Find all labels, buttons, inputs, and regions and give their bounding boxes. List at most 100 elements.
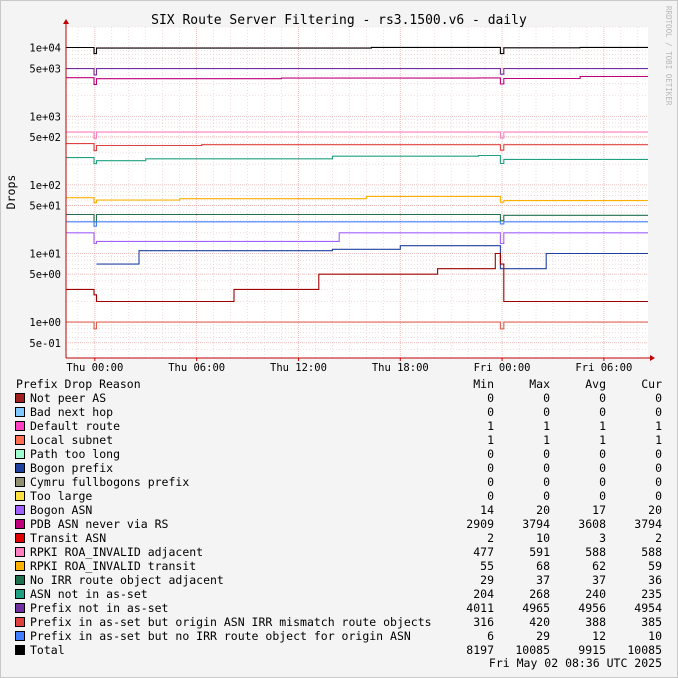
legend-row: Bogon ASN 14 20 17 20 [14, 503, 664, 517]
legend-cur: 0 [655, 475, 662, 489]
legend-name: No IRR route object adjacent [30, 573, 224, 587]
legend-max: 0 [543, 475, 550, 489]
legend-name: Not peer AS [30, 391, 107, 405]
series-line [66, 46, 648, 55]
series-line [66, 75, 648, 86]
legend-cur: 10 [648, 629, 662, 643]
y-tick-label: 1e+00 [29, 317, 61, 329]
legend-cur: 588 [641, 545, 662, 559]
legend-min: 4011 [466, 601, 494, 615]
legend-avg: 17 [592, 503, 606, 517]
legend-swatch [15, 393, 25, 403]
y-tick-label: 1e+04 [29, 43, 61, 55]
legend-cur: 385 [641, 615, 662, 629]
legend-max: 0 [543, 489, 550, 503]
legend-min: 6 [487, 629, 494, 643]
legend-avg: 0 [599, 461, 606, 475]
legend-max: 37 [536, 573, 550, 587]
legend-swatch [15, 547, 25, 557]
legend-cur: 0 [655, 447, 662, 461]
legend-max: 20 [536, 503, 550, 517]
x-axis-arrow [650, 355, 655, 361]
legend-max: 591 [529, 545, 550, 559]
legend-max: 4965 [522, 601, 550, 615]
legend-max: 0 [543, 461, 550, 475]
legend-max: 10 [536, 531, 550, 545]
legend-min: 316 [473, 615, 494, 629]
watermark: RRDTOOL / TOBI OETIKER [664, 6, 673, 106]
series-line [66, 143, 648, 152]
series-line [66, 213, 648, 223]
legend-cur: 4954 [634, 601, 662, 615]
x-tick-label: Thu 12:00 [270, 362, 327, 374]
legend-cur: 0 [655, 391, 662, 405]
series-line [66, 131, 648, 139]
legend-swatch [15, 631, 25, 641]
legend-cur: 0 [655, 405, 662, 419]
legend-cur: 0 [655, 461, 662, 475]
legend-min: 0 [487, 447, 494, 461]
series-line [66, 154, 648, 165]
legend-row: Cymru fullbogons prefix 0 0 0 0 [14, 475, 664, 489]
series-line [66, 232, 648, 245]
legend-row: Local subnet 1 1 1 1 [14, 433, 664, 447]
legend-avg: 4956 [578, 601, 606, 615]
legend-row: PDB ASN never via RS 2909 3794 3608 3794 [14, 517, 664, 531]
legend-table: Prefix Drop Reason Min Max Avg Cur Not p… [14, 377, 664, 657]
legend-header-min: Min [473, 377, 494, 391]
y-axis-arrow [63, 19, 69, 24]
legend-row: Path too long 0 0 0 0 [14, 447, 664, 461]
legend-name: Cymru fullbogons prefix [30, 475, 190, 489]
legend-name: ASN not in as-set [30, 587, 148, 601]
legend-min: 1 [487, 419, 494, 433]
x-tick-label: Fri 06:00 [575, 362, 632, 374]
y-tick-label: 1e+03 [29, 111, 61, 123]
plot-area [66, 27, 648, 358]
legend-row: Transit ASN 2 10 3 2 [14, 531, 664, 545]
legend-name: Prefix in as-set but origin ASN IRR mism… [30, 615, 432, 629]
legend-avg: 0 [599, 475, 606, 489]
legend-min: 55 [480, 559, 494, 573]
legend-avg: 0 [599, 391, 606, 405]
legend-row: Default route 1 1 1 1 [14, 419, 664, 433]
legend-swatch [15, 617, 25, 627]
x-tick-label: Thu 18:00 [372, 362, 429, 374]
x-tick-label: Thu 06:00 [168, 362, 225, 374]
y-tick-label: 1e+02 [29, 180, 61, 192]
legend-max: 0 [543, 447, 550, 461]
legend-swatch [15, 421, 25, 431]
legend-min: 29 [480, 573, 494, 587]
legend-avg: 62 [592, 559, 606, 573]
legend-max: 268 [529, 587, 550, 601]
legend-avg: 1 [599, 433, 606, 447]
x-tick-label: Thu 00:00 [66, 362, 123, 374]
series-line [96, 245, 648, 270]
legend-min: 0 [487, 405, 494, 419]
legend-row: Total 8197 10085 9915 10085 [14, 643, 664, 657]
legend-max: 1 [543, 419, 550, 433]
legend-max: 3794 [522, 517, 550, 531]
legend-cur: 2 [655, 531, 662, 545]
legend-name: Prefix not in as-set [30, 601, 169, 615]
legend-swatch [15, 491, 25, 501]
legend-swatch [15, 505, 25, 515]
legend-swatch [15, 603, 25, 613]
legend-avg: 240 [585, 587, 606, 601]
y-tick-label: 5e+00 [29, 269, 61, 281]
chart-title: SIX Route Server Filtering - rs3.1500.v6… [151, 13, 527, 28]
legend-max: 0 [543, 405, 550, 419]
legend-row: ASN not in as-set 204 268 240 235 [14, 587, 664, 601]
legend-header-avg: Avg [585, 377, 606, 391]
legend-cur: 235 [641, 587, 662, 601]
legend-avg: 3 [599, 531, 606, 545]
legend-cur: 1 [655, 419, 662, 433]
legend-row: Prefix in as-set but origin ASN IRR mism… [14, 615, 664, 629]
legend-cur: 59 [648, 559, 662, 573]
legend-row: Bogon prefix 0 0 0 0 [14, 461, 664, 475]
legend-max: 68 [536, 559, 550, 573]
legend-min: 477 [473, 545, 494, 559]
legend-min: 2 [487, 531, 494, 545]
legend-name: RPKI ROA_INVALID adjacent [30, 545, 204, 559]
legend-min: 0 [487, 391, 494, 405]
